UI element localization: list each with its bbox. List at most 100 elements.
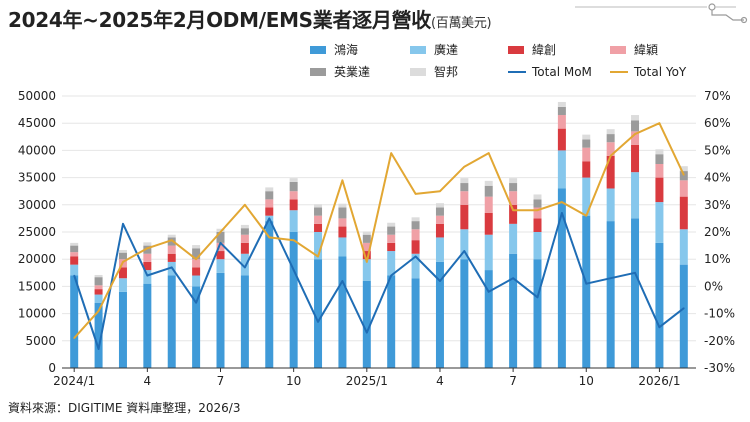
bar-segment-inventec — [679, 171, 688, 181]
bar-segment-hon_hai — [167, 275, 176, 368]
bar-segment-hon_hai — [509, 253, 518, 368]
bar-segment-hon_hai — [192, 286, 201, 368]
bar-segment-wistron — [265, 207, 274, 216]
chart-title: 2024年~2025年2月ODM/EMS業者逐月營收(百萬美元) — [8, 4, 492, 33]
bar-segment-hon_hai — [435, 261, 444, 368]
bar-segment-wiwynn — [314, 215, 323, 224]
bar-segment-inventec — [70, 245, 79, 253]
line-point-yoy — [244, 204, 246, 206]
bar-segment-wiwynn — [679, 180, 688, 197]
legend-swatch-hon_hai — [310, 46, 326, 54]
bar-segment-inventec — [509, 183, 518, 192]
bar-segment-inventec — [631, 120, 640, 132]
bar-segment-inventec — [118, 252, 127, 260]
bar-segment-wiwynn — [362, 242, 371, 252]
line-point-yoy — [609, 155, 612, 157]
bar-segment-compal — [582, 134, 591, 140]
bar-segment-wiwynn — [557, 115, 566, 129]
bar-segment-compal — [167, 234, 176, 238]
bar-segment-wiwynn — [484, 196, 493, 213]
legend-swatch-inventec — [310, 68, 326, 76]
y2-tick-label: 20% — [704, 225, 731, 239]
line-point-mom — [463, 250, 466, 252]
y2-tick-label: 50% — [704, 143, 731, 157]
y2-tick-label: 60% — [704, 116, 731, 130]
y-tick-label: 15000 — [18, 279, 56, 293]
y2-tick-label: -30% — [704, 361, 735, 375]
bar-segment-compal — [338, 203, 347, 208]
bar-segment-wiwynn — [460, 191, 469, 205]
line-point-mom — [512, 277, 514, 280]
bar-segment-wistron — [387, 242, 396, 252]
line-point-yoy — [414, 193, 417, 195]
legend-swatch-quanta — [410, 46, 426, 54]
line-point-mom — [195, 301, 197, 304]
x-tick-label: 10 — [286, 374, 301, 388]
line-point-yoy — [683, 174, 685, 176]
bar-segment-inventec — [240, 228, 249, 235]
y-tick-label: 25000 — [18, 225, 56, 239]
line-point-yoy — [585, 214, 588, 217]
y-tick-label: 0 — [48, 361, 56, 375]
line-point-mom — [683, 307, 685, 309]
bar-segment-compal — [606, 129, 615, 135]
y-tick-label: 30000 — [18, 198, 56, 212]
bar-segment-compal — [362, 231, 371, 235]
bar-segment-compal — [216, 228, 225, 232]
line-point-yoy — [146, 247, 149, 250]
bar-segment-wiwynn — [216, 242, 225, 252]
bar-segment-compal — [557, 101, 566, 107]
legend-label-inventec: 英業達 — [334, 65, 370, 79]
bar-segment-compal — [240, 224, 249, 229]
bar-segment-inventec — [582, 139, 591, 148]
bar-segment-inventec — [557, 106, 566, 116]
bar-segment-inventec — [289, 181, 298, 192]
bar-segment-wistron — [94, 289, 103, 295]
stacked-bar-line-chart: 0 5000 10000 15000 20000 25000 30000 35000 40000… — [18, 42, 735, 388]
bar-segment-inventec — [216, 232, 225, 243]
chart-title-unit: (百萬美元) — [430, 16, 492, 31]
y-tick-label: 20000 — [18, 252, 56, 266]
bar-segment-quanta — [631, 172, 640, 219]
line-point-mom — [317, 320, 319, 323]
bar-segment-wistron — [435, 223, 444, 238]
bar-segment-quanta — [484, 234, 493, 271]
line-point-yoy — [122, 261, 124, 263]
bar-segment-quanta — [338, 237, 347, 257]
x-tick-label: 7 — [509, 374, 517, 388]
chart-title-text: 2024年~2025年2月ODM/EMS業者逐月營收 — [8, 8, 431, 32]
bar-segment-quanta — [411, 253, 420, 279]
bar-segment-wiwynn — [533, 207, 542, 219]
y2-tick-label: -10% — [704, 307, 735, 321]
bar-segment-hon_hai — [387, 275, 396, 368]
bar-segment-wiwynn — [509, 191, 518, 205]
bar-segment-quanta — [387, 251, 396, 276]
bar-segment-hon_hai — [582, 215, 591, 368]
bar-segment-wistron — [314, 223, 323, 232]
bar-segment-wistron — [509, 204, 518, 224]
bar-segment-hon_hai — [533, 259, 542, 368]
y2-tick-label: 10% — [704, 252, 731, 266]
legend-label-quanta: 廣達 — [434, 43, 458, 57]
bar-segment-wiwynn — [606, 142, 615, 156]
bar-segment-quanta — [362, 259, 371, 281]
line-point-mom — [170, 266, 173, 269]
bar-segment-wiwynn — [338, 218, 347, 227]
bar-segment-wistron — [143, 261, 152, 271]
bar-segment-inventec — [265, 191, 274, 200]
bar-segment-quanta — [557, 150, 566, 189]
legend-swatch-compal — [410, 68, 426, 76]
legend-label-compal: 智邦 — [434, 64, 458, 79]
x-tick-label: 10 — [579, 374, 594, 388]
bar-segment-inventec — [435, 207, 444, 216]
bar-segment-quanta — [192, 275, 201, 287]
bar-segment-inventec — [362, 234, 371, 243]
bar-segment-quanta — [143, 270, 152, 284]
bar-segment-wistron — [606, 155, 615, 189]
line-point-yoy — [536, 209, 539, 212]
bar-segment-hon_hai — [460, 259, 469, 368]
bar-segment-inventec — [460, 183, 469, 192]
bar-segment-wiwynn — [143, 253, 152, 262]
y-tick-label: 35000 — [18, 171, 56, 185]
line-point-yoy — [97, 310, 100, 312]
